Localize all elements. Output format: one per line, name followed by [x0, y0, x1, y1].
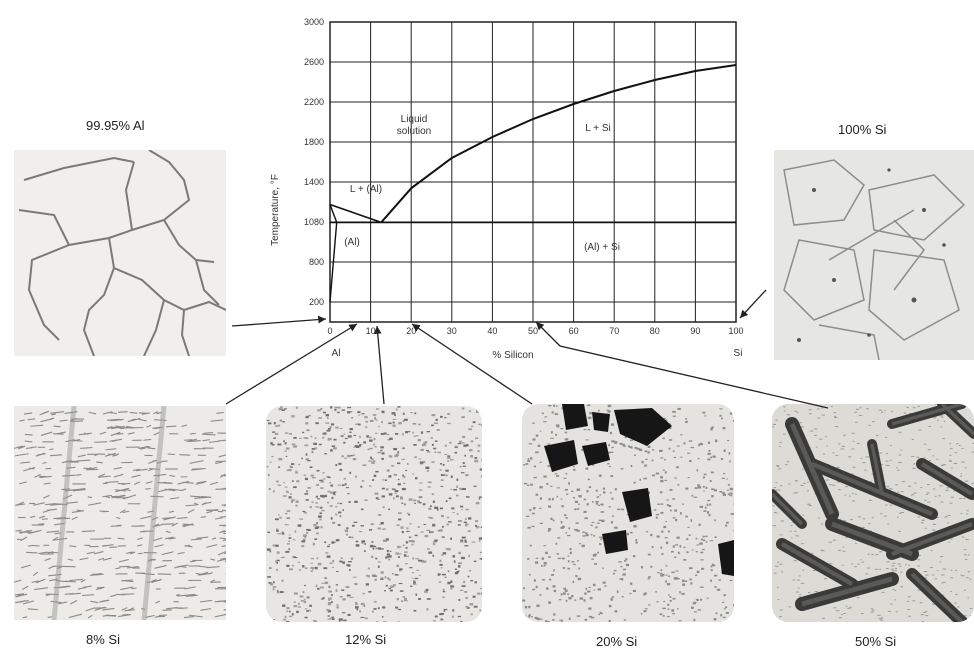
region-liquid-label-2: solution — [397, 126, 431, 137]
x-tick-label: 0 — [327, 326, 332, 336]
phase-curves — [329, 64, 737, 303]
x-tick-label: 50 — [528, 326, 538, 336]
y-tick-label: 3000 — [304, 17, 324, 27]
micrograph-al-image — [14, 150, 226, 356]
solidus-curve — [329, 204, 338, 223]
micrograph-20si-image — [522, 404, 734, 622]
x-tick-label: 40 — [487, 326, 497, 336]
region-al-label: (Al) — [344, 237, 360, 248]
y-tick-labels: 3000 2600 2200 1800 1400 1080 800 200 — [304, 17, 324, 307]
micrograph-si — [774, 150, 974, 360]
chart-grid — [329, 21, 737, 323]
micrograph-label-12si: 12% Si — [345, 632, 387, 647]
micrograph-50si-image — [772, 404, 974, 622]
y-tick-label: 1800 — [304, 137, 324, 147]
x-tick-label: 60 — [569, 326, 579, 336]
x-tick-label: 100 — [728, 326, 743, 336]
x-tick-label: 30 — [447, 326, 457, 336]
micrograph-label-8si: 8% Si — [86, 632, 120, 647]
x-tick-label: 10 — [366, 326, 376, 336]
x-left-label: Al — [332, 348, 341, 359]
micrograph-8si-image — [14, 406, 226, 620]
x-tick-labels: 0 10 20 30 40 50 60 70 80 90 100 — [327, 326, 743, 336]
region-l-plus-si-label: L + Si — [585, 123, 610, 134]
y-tick-label: 2200 — [304, 97, 324, 107]
y-tick-label: 1400 — [304, 177, 324, 187]
liquidus-al-side-curve — [329, 203, 382, 224]
x-tick-label: 90 — [690, 326, 700, 336]
x-tick-label: 20 — [406, 326, 416, 336]
y-tick-label: 200 — [309, 297, 324, 307]
arrow-al — [231, 315, 327, 327]
solvus-curve — [329, 222, 338, 303]
micrograph-20si — [522, 404, 734, 622]
region-al-plus-si-label: (Al) + Si — [584, 242, 620, 253]
x-tick-label: 80 — [650, 326, 660, 336]
y-tick-label: 1080 — [304, 217, 324, 227]
region-l-plus-al-label: L + (Al) — [350, 184, 382, 195]
micrograph-12si — [266, 406, 482, 622]
micrograph-label-50si: 50% Si — [855, 634, 897, 649]
arrow-50si — [535, 321, 829, 409]
y-axis-label: Temperature, °F — [270, 174, 281, 246]
micrograph-al — [14, 150, 226, 356]
y-tick-label: 800 — [309, 257, 324, 267]
arrow-20si — [411, 323, 533, 405]
arrow-12si — [373, 325, 385, 405]
y-tick-label: 2600 — [304, 57, 324, 67]
micrograph-8si — [14, 406, 226, 620]
micrograph-label-20si: 20% Si — [596, 634, 638, 649]
liquidus-si-side-curve — [380, 64, 737, 224]
micrograph-label-si: 100% Si — [838, 122, 887, 137]
x-axis-label: % Silicon — [492, 350, 533, 361]
micrograph-12si-image — [266, 406, 482, 622]
micrograph-si-image — [774, 150, 974, 360]
micrograph-50si — [772, 404, 974, 622]
x-right-label: Si — [734, 348, 743, 359]
x-tick-label: 70 — [609, 326, 619, 336]
arrow-8si — [225, 323, 358, 405]
micrograph-label-al: 99.95% Al — [86, 118, 145, 133]
region-liquid-label: Liquid — [401, 114, 428, 125]
arrow-si — [739, 289, 767, 319]
